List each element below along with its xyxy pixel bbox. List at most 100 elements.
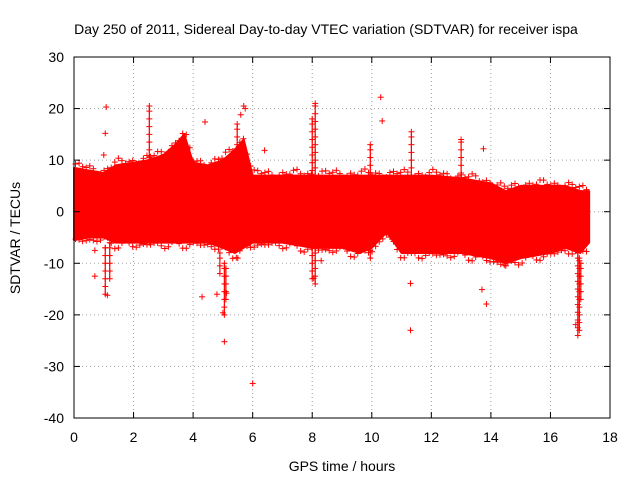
spike-marker — [367, 146, 374, 153]
band-edge-marker — [254, 242, 261, 249]
spike-marker — [312, 118, 319, 125]
spike-marker — [408, 133, 415, 140]
band-edge-marker — [376, 170, 383, 177]
band-edge-marker — [429, 166, 436, 173]
spike-marker — [146, 123, 153, 130]
spike-marker — [312, 234, 319, 241]
outlier-marker — [213, 291, 220, 298]
band-edge-marker — [436, 251, 443, 258]
band-edge-marker — [551, 250, 558, 257]
band-edge-marker — [326, 170, 333, 177]
band-edge-marker — [486, 179, 493, 186]
spike-marker — [367, 239, 374, 246]
spike-marker — [146, 231, 153, 238]
band-edge-marker — [522, 254, 529, 261]
spike-marker — [146, 131, 153, 138]
spike-marker — [312, 157, 319, 164]
band-edge-marker — [326, 247, 333, 254]
band-edge-marker — [286, 171, 293, 178]
band-edge-marker — [447, 254, 454, 261]
outlier-marker — [379, 117, 386, 124]
band-edge-marker — [126, 158, 133, 165]
band-edge-marker — [340, 174, 347, 181]
band-edge-marker — [554, 182, 561, 189]
band-edge-marker — [329, 249, 336, 256]
spike-marker — [312, 257, 319, 264]
band-edge-marker — [90, 237, 97, 244]
y-tick-label: 30 — [48, 49, 64, 65]
band-edge-marker — [211, 155, 218, 162]
band-edge-marker — [276, 172, 283, 179]
band-edge-marker — [104, 165, 111, 172]
band-edge-marker — [547, 182, 554, 189]
band-edge-marker — [279, 169, 286, 176]
spike-marker — [102, 244, 109, 251]
spike-marker — [234, 172, 241, 179]
spike-marker — [309, 159, 316, 166]
band-edge-marker — [579, 182, 586, 189]
y-tick-label: -30 — [44, 358, 64, 374]
band-edge-marker — [386, 234, 393, 241]
spike-marker — [576, 327, 583, 334]
band-edge-marker — [93, 238, 100, 245]
band-edge-marker — [394, 170, 401, 177]
band-edge-marker — [522, 182, 529, 189]
spike-marker — [408, 180, 415, 187]
band-edge-marker — [440, 251, 447, 258]
spike-marker — [146, 239, 153, 246]
spike-marker — [458, 162, 465, 169]
spike-marker — [367, 141, 374, 148]
band-edge-marker — [276, 242, 283, 249]
spike-marker — [312, 280, 319, 287]
spike-marker — [577, 288, 584, 295]
band-edge-marker — [269, 172, 276, 179]
spike-marker — [309, 182, 316, 189]
band-edge-marker — [562, 247, 569, 254]
band-edge-marker — [579, 247, 586, 254]
spike-marker — [458, 154, 465, 161]
outlier-marker — [483, 301, 490, 308]
spike-marker — [309, 221, 316, 228]
band-edge-marker — [472, 172, 479, 179]
spike-marker — [312, 110, 319, 117]
spike-marker — [146, 208, 153, 215]
outlier-marker — [310, 275, 317, 282]
x-tick-label: 4 — [189, 429, 197, 445]
band-edge-marker — [111, 159, 118, 166]
spike-marker — [408, 141, 415, 148]
spike-marker — [309, 136, 316, 143]
band-edge-marker — [158, 148, 165, 155]
band-edge-marker — [218, 243, 225, 250]
band-edge-marker — [479, 178, 486, 185]
band-edge-marker — [233, 145, 240, 152]
spike-marker — [367, 170, 374, 177]
spike-marker — [234, 164, 241, 171]
band-edge-marker — [479, 253, 486, 260]
spike-marker — [102, 275, 109, 282]
band-edge-marker — [133, 244, 140, 251]
spike-marker — [102, 252, 109, 259]
x-axis-label: GPS time / hours — [289, 458, 396, 474]
band-edge-marker — [154, 239, 161, 246]
band-edge-marker — [358, 168, 365, 175]
spike-marker — [576, 319, 583, 326]
band-edge-marker — [247, 244, 254, 251]
band-edge-marker — [72, 236, 79, 243]
spike-marker — [146, 102, 153, 109]
spike-marker — [576, 311, 583, 318]
band-edge-marker — [433, 169, 440, 176]
band-edge-marker — [529, 253, 536, 260]
band-edge-marker — [583, 248, 590, 255]
band-edge-marker — [265, 241, 272, 248]
outlier-marker — [202, 118, 209, 125]
spike-marker — [102, 260, 109, 267]
spike-marker — [458, 136, 465, 143]
spike-marker — [146, 139, 153, 146]
spike-marker — [234, 157, 241, 164]
outlier-marker — [221, 338, 228, 345]
band-edge-marker — [519, 185, 526, 192]
band-edge-marker — [540, 177, 547, 184]
spike-marker — [221, 304, 228, 311]
band-edge-marker — [118, 240, 125, 247]
